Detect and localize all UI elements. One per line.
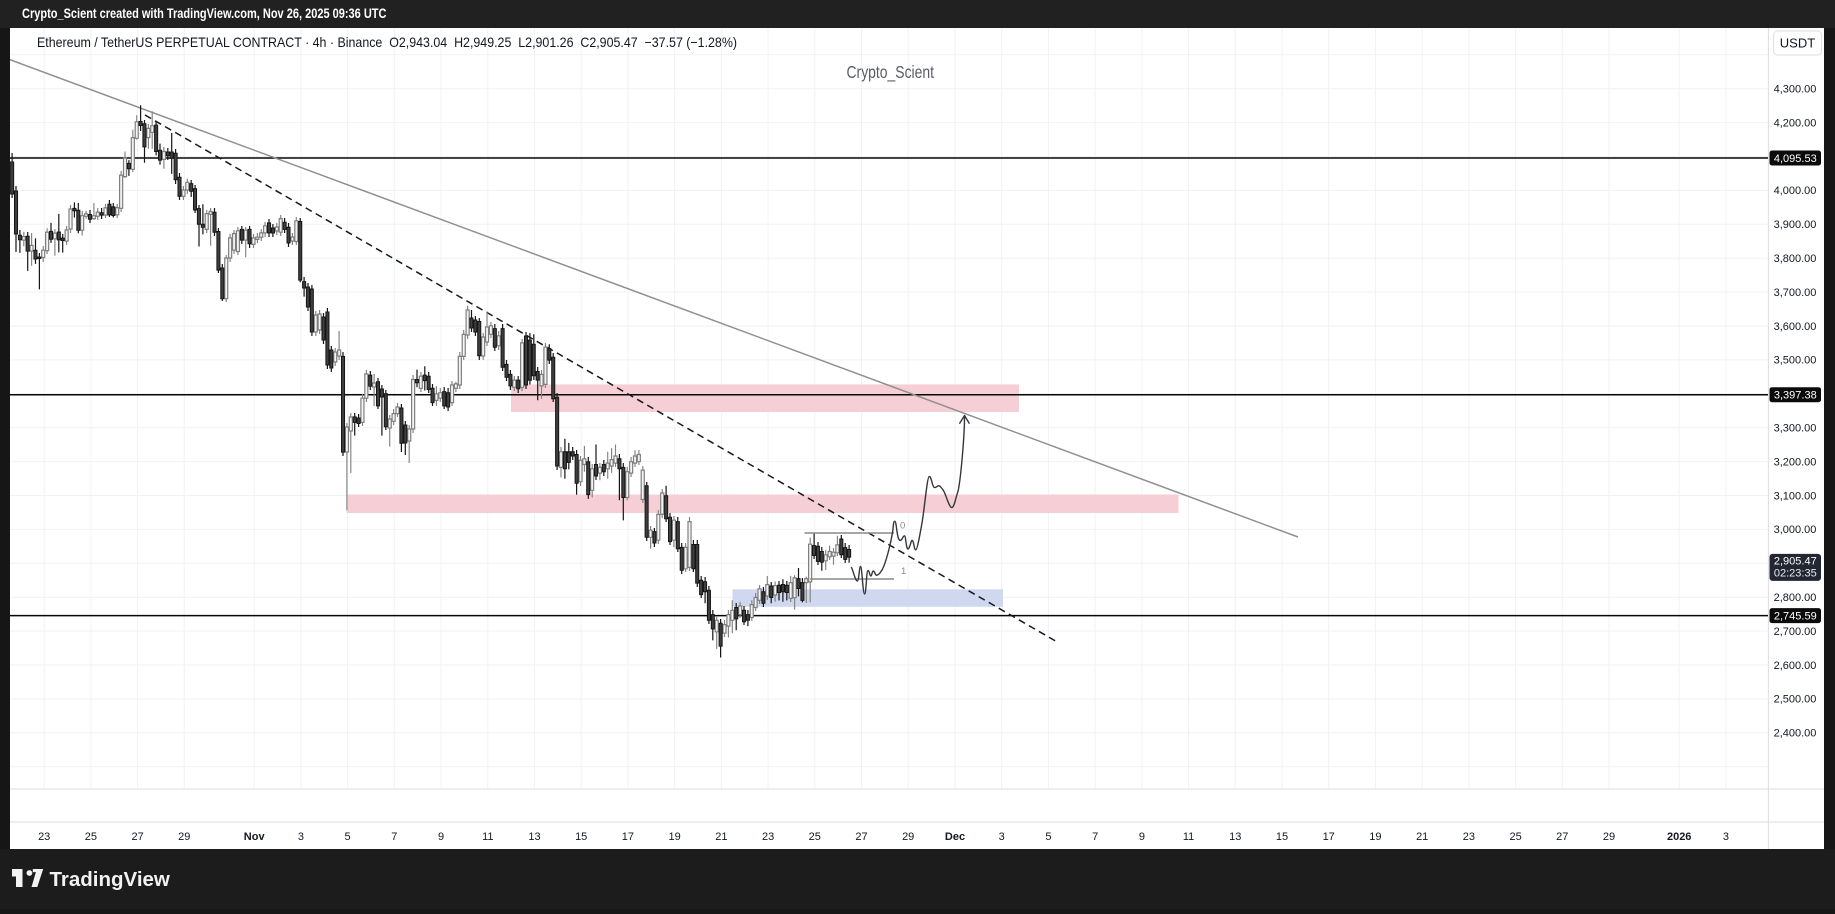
svg-text:USDT: USDT bbox=[1780, 36, 1815, 51]
svg-text:15: 15 bbox=[575, 831, 587, 843]
svg-text:7: 7 bbox=[1092, 831, 1098, 843]
svg-text:TradingView: TradingView bbox=[50, 868, 170, 891]
svg-text:15: 15 bbox=[1276, 831, 1288, 843]
svg-text:Dec: Dec bbox=[945, 831, 965, 843]
svg-text:4,200.00: 4,200.00 bbox=[1774, 117, 1817, 129]
svg-text:02:23:35: 02:23:35 bbox=[1774, 568, 1817, 580]
svg-text:3,397.38: 3,397.38 bbox=[1774, 390, 1817, 402]
svg-text:3,000.00: 3,000.00 bbox=[1774, 524, 1817, 536]
svg-text:9: 9 bbox=[1139, 831, 1145, 843]
svg-text:19: 19 bbox=[1369, 831, 1381, 843]
svg-text:27: 27 bbox=[1556, 831, 1568, 843]
svg-text:29: 29 bbox=[178, 831, 190, 843]
svg-text:3: 3 bbox=[1723, 831, 1729, 843]
svg-text:23: 23 bbox=[1463, 831, 1475, 843]
svg-text:Ethereum / TetherUS PERPETUAL: Ethereum / TetherUS PERPETUAL CONTRACT ·… bbox=[37, 34, 737, 50]
svg-text:4,095.53: 4,095.53 bbox=[1774, 153, 1817, 165]
svg-text:2,905.47: 2,905.47 bbox=[1774, 556, 1817, 568]
svg-text:27: 27 bbox=[131, 831, 143, 843]
svg-text:21: 21 bbox=[1416, 831, 1428, 843]
svg-text:9: 9 bbox=[438, 831, 444, 843]
svg-text:2,745.59: 2,745.59 bbox=[1774, 610, 1817, 622]
svg-text:2026: 2026 bbox=[1667, 831, 1691, 843]
svg-text:7: 7 bbox=[391, 831, 397, 843]
svg-text:13: 13 bbox=[1229, 831, 1241, 843]
svg-text:2,500.00: 2,500.00 bbox=[1774, 694, 1817, 706]
svg-text:23: 23 bbox=[38, 831, 50, 843]
svg-text:3,500.00: 3,500.00 bbox=[1774, 355, 1817, 367]
svg-text:Crypto_Scient: Crypto_Scient bbox=[847, 62, 935, 83]
svg-text:4,000.00: 4,000.00 bbox=[1774, 185, 1817, 197]
svg-text:29: 29 bbox=[902, 831, 914, 843]
svg-text:21: 21 bbox=[715, 831, 727, 843]
svg-text:29: 29 bbox=[1603, 831, 1615, 843]
svg-text:0: 0 bbox=[900, 521, 905, 532]
svg-text:5: 5 bbox=[1045, 831, 1051, 843]
svg-text:11: 11 bbox=[1183, 831, 1194, 843]
svg-text:2,800.00: 2,800.00 bbox=[1774, 592, 1817, 604]
svg-text:3,100.00: 3,100.00 bbox=[1774, 490, 1817, 502]
svg-text:3,900.00: 3,900.00 bbox=[1774, 219, 1817, 231]
svg-text:2,400.00: 2,400.00 bbox=[1774, 728, 1817, 740]
svg-text:17: 17 bbox=[1323, 831, 1335, 843]
svg-text:2,600.00: 2,600.00 bbox=[1774, 660, 1817, 672]
svg-text:11: 11 bbox=[482, 831, 493, 843]
svg-text:4,300.00: 4,300.00 bbox=[1774, 84, 1817, 96]
svg-text:25: 25 bbox=[1509, 831, 1521, 843]
svg-text:1: 1 bbox=[901, 566, 906, 577]
svg-text:13: 13 bbox=[528, 831, 540, 843]
svg-text:25: 25 bbox=[809, 831, 821, 843]
svg-text:19: 19 bbox=[668, 831, 680, 843]
svg-text:2,700.00: 2,700.00 bbox=[1774, 626, 1817, 638]
svg-text:3: 3 bbox=[999, 831, 1005, 843]
svg-text:3,600.00: 3,600.00 bbox=[1774, 321, 1817, 333]
svg-text:Nov: Nov bbox=[244, 831, 266, 843]
svg-text:3,800.00: 3,800.00 bbox=[1774, 253, 1817, 265]
svg-text:5: 5 bbox=[345, 831, 351, 843]
svg-text:3: 3 bbox=[298, 831, 304, 843]
svg-text:17: 17 bbox=[622, 831, 634, 843]
svg-text:3,700.00: 3,700.00 bbox=[1774, 287, 1817, 299]
svg-text:23: 23 bbox=[762, 831, 774, 843]
svg-text:27: 27 bbox=[855, 831, 867, 843]
svg-text:25: 25 bbox=[85, 831, 97, 843]
svg-text:3,300.00: 3,300.00 bbox=[1774, 423, 1817, 435]
svg-text:3,200.00: 3,200.00 bbox=[1774, 456, 1817, 468]
